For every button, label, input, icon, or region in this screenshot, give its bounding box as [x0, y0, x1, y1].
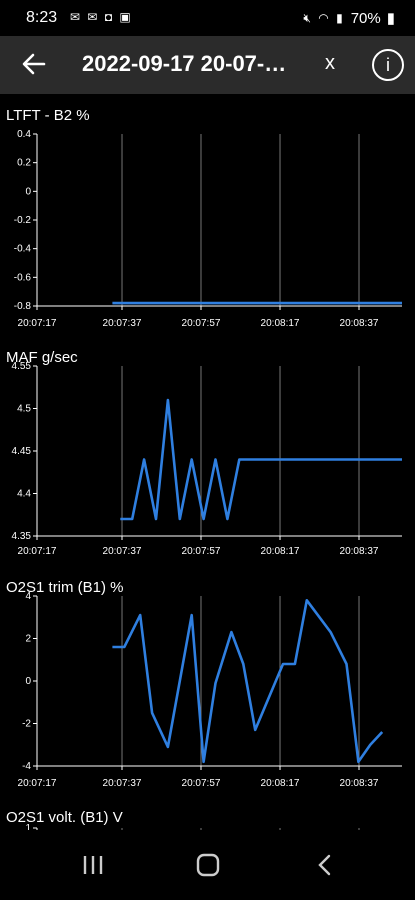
chart-0-y-tick-label: -0.2 — [14, 215, 32, 226]
chart-1-x-tick-label: 20:07:57 — [182, 546, 221, 557]
chart-0-y-tick-label: 0.2 — [17, 158, 31, 169]
navigation-bar — [0, 830, 415, 900]
chart-1-y-tick-label: 4.35 — [12, 531, 32, 542]
recents-button[interactable] — [73, 850, 113, 880]
chart-3-y-tick-label: 1 — [25, 823, 31, 830]
status-time: 8:23 — [26, 9, 58, 26]
chart-1-x-tick-label: 20:08:17 — [261, 546, 300, 557]
back-nav-button[interactable] — [305, 850, 345, 880]
chart-2-y-tick-label: -2 — [22, 719, 31, 730]
chart-2-y-tick-label: -4 — [22, 761, 31, 772]
shield-icon: ◘ — [104, 10, 115, 24]
battery-level: 70% — [350, 9, 381, 27]
chart-2-title: O2S1 trim (B1) % — [6, 579, 124, 596]
notification-icons: ✉ ✉ ◘ ▣ — [70, 10, 133, 24]
chart-1-x-tick-label: 20:08:37 — [340, 546, 379, 557]
chart-3-title: O2S1 volt. (B1) V — [6, 809, 123, 826]
app-bar: 2022-09-17 20-07-… x i — [0, 36, 415, 94]
mail-icon: ✉ — [87, 10, 100, 24]
chart-1-y-tick-label: 4.45 — [12, 446, 32, 457]
chart-0-x-tick-label: 20:07:17 — [18, 318, 57, 329]
wifi-icon: ◠ — [318, 10, 331, 25]
chart-2-y-tick-label: 0 — [25, 676, 31, 687]
info-icon[interactable]: i — [372, 49, 404, 81]
system-icons: 🔇︎ ◠ ▮ 70% ▮ — [303, 9, 395, 28]
chart-0-y-tick-label: -0.8 — [14, 301, 32, 312]
chart-2-x-tick-label: 20:07:37 — [103, 778, 142, 789]
mail-icon: ✉ — [70, 10, 83, 24]
mute-icon: 🔇︎ — [303, 10, 313, 25]
chart-2-series-line — [112, 598, 384, 764]
chart-0-x-tick-label: 20:08:37 — [340, 318, 379, 329]
chart-2-x-tick-label: 20:07:57 — [182, 778, 221, 789]
chart-0-y-tick-label: -0.6 — [14, 272, 32, 283]
chart-0-y-tick-label: 0.4 — [17, 129, 31, 140]
close-button[interactable]: x — [325, 52, 335, 74]
home-button[interactable] — [188, 850, 228, 880]
chart-1-y-tick-label: 4.55 — [12, 361, 32, 372]
signal-icon: ▮ — [336, 10, 345, 25]
chart-1-series-line — [120, 398, 402, 521]
chart-2-y-tick-label: 2 — [25, 634, 31, 645]
chart-2-x-tick-label: 20:08:17 — [261, 778, 300, 789]
chart-1-x-tick-label: 20:07:17 — [18, 546, 57, 557]
chart-0-x-tick-label: 20:08:17 — [261, 318, 300, 329]
chart-1-x-tick-label: 20:07:37 — [103, 546, 142, 557]
battery-icon: ▮ — [386, 10, 395, 27]
chart-1-y-tick-label: 4.4 — [17, 489, 31, 500]
status-bar: 8:23 ✉ ✉ ◘ ▣ 🔇︎ ◠ ▮ 70% ▮ — [0, 0, 415, 36]
chart-0-y-tick-label: -0.4 — [14, 244, 32, 255]
charts-area: LTFT - B2 % 0.4 0.2 0 -0.2 -0.4 -0.6 -0.8 20:07:… — [6, 107, 402, 830]
chart-0-x-tick-label: 20:07:57 — [182, 318, 221, 329]
chart-2-x-tick-label: 20:08:37 — [340, 778, 379, 789]
page-title: 2022-09-17 20-07-… — [82, 51, 287, 76]
chart-0-y-tick-label: 0 — [25, 186, 31, 197]
chart-1-title: MAF g/sec — [6, 349, 78, 366]
image-icon: ▣ — [119, 10, 133, 24]
chart-0-x-tick-label: 20:07:37 — [103, 318, 142, 329]
back-arrow-icon[interactable] — [18, 48, 50, 80]
chart-2-x-tick-label: 20:07:17 — [18, 778, 57, 789]
chart-1-y-tick-label: 4.5 — [17, 404, 31, 415]
chart-2-y-tick-label: 4 — [25, 591, 31, 602]
chart-0-title: LTFT - B2 % — [6, 107, 90, 124]
